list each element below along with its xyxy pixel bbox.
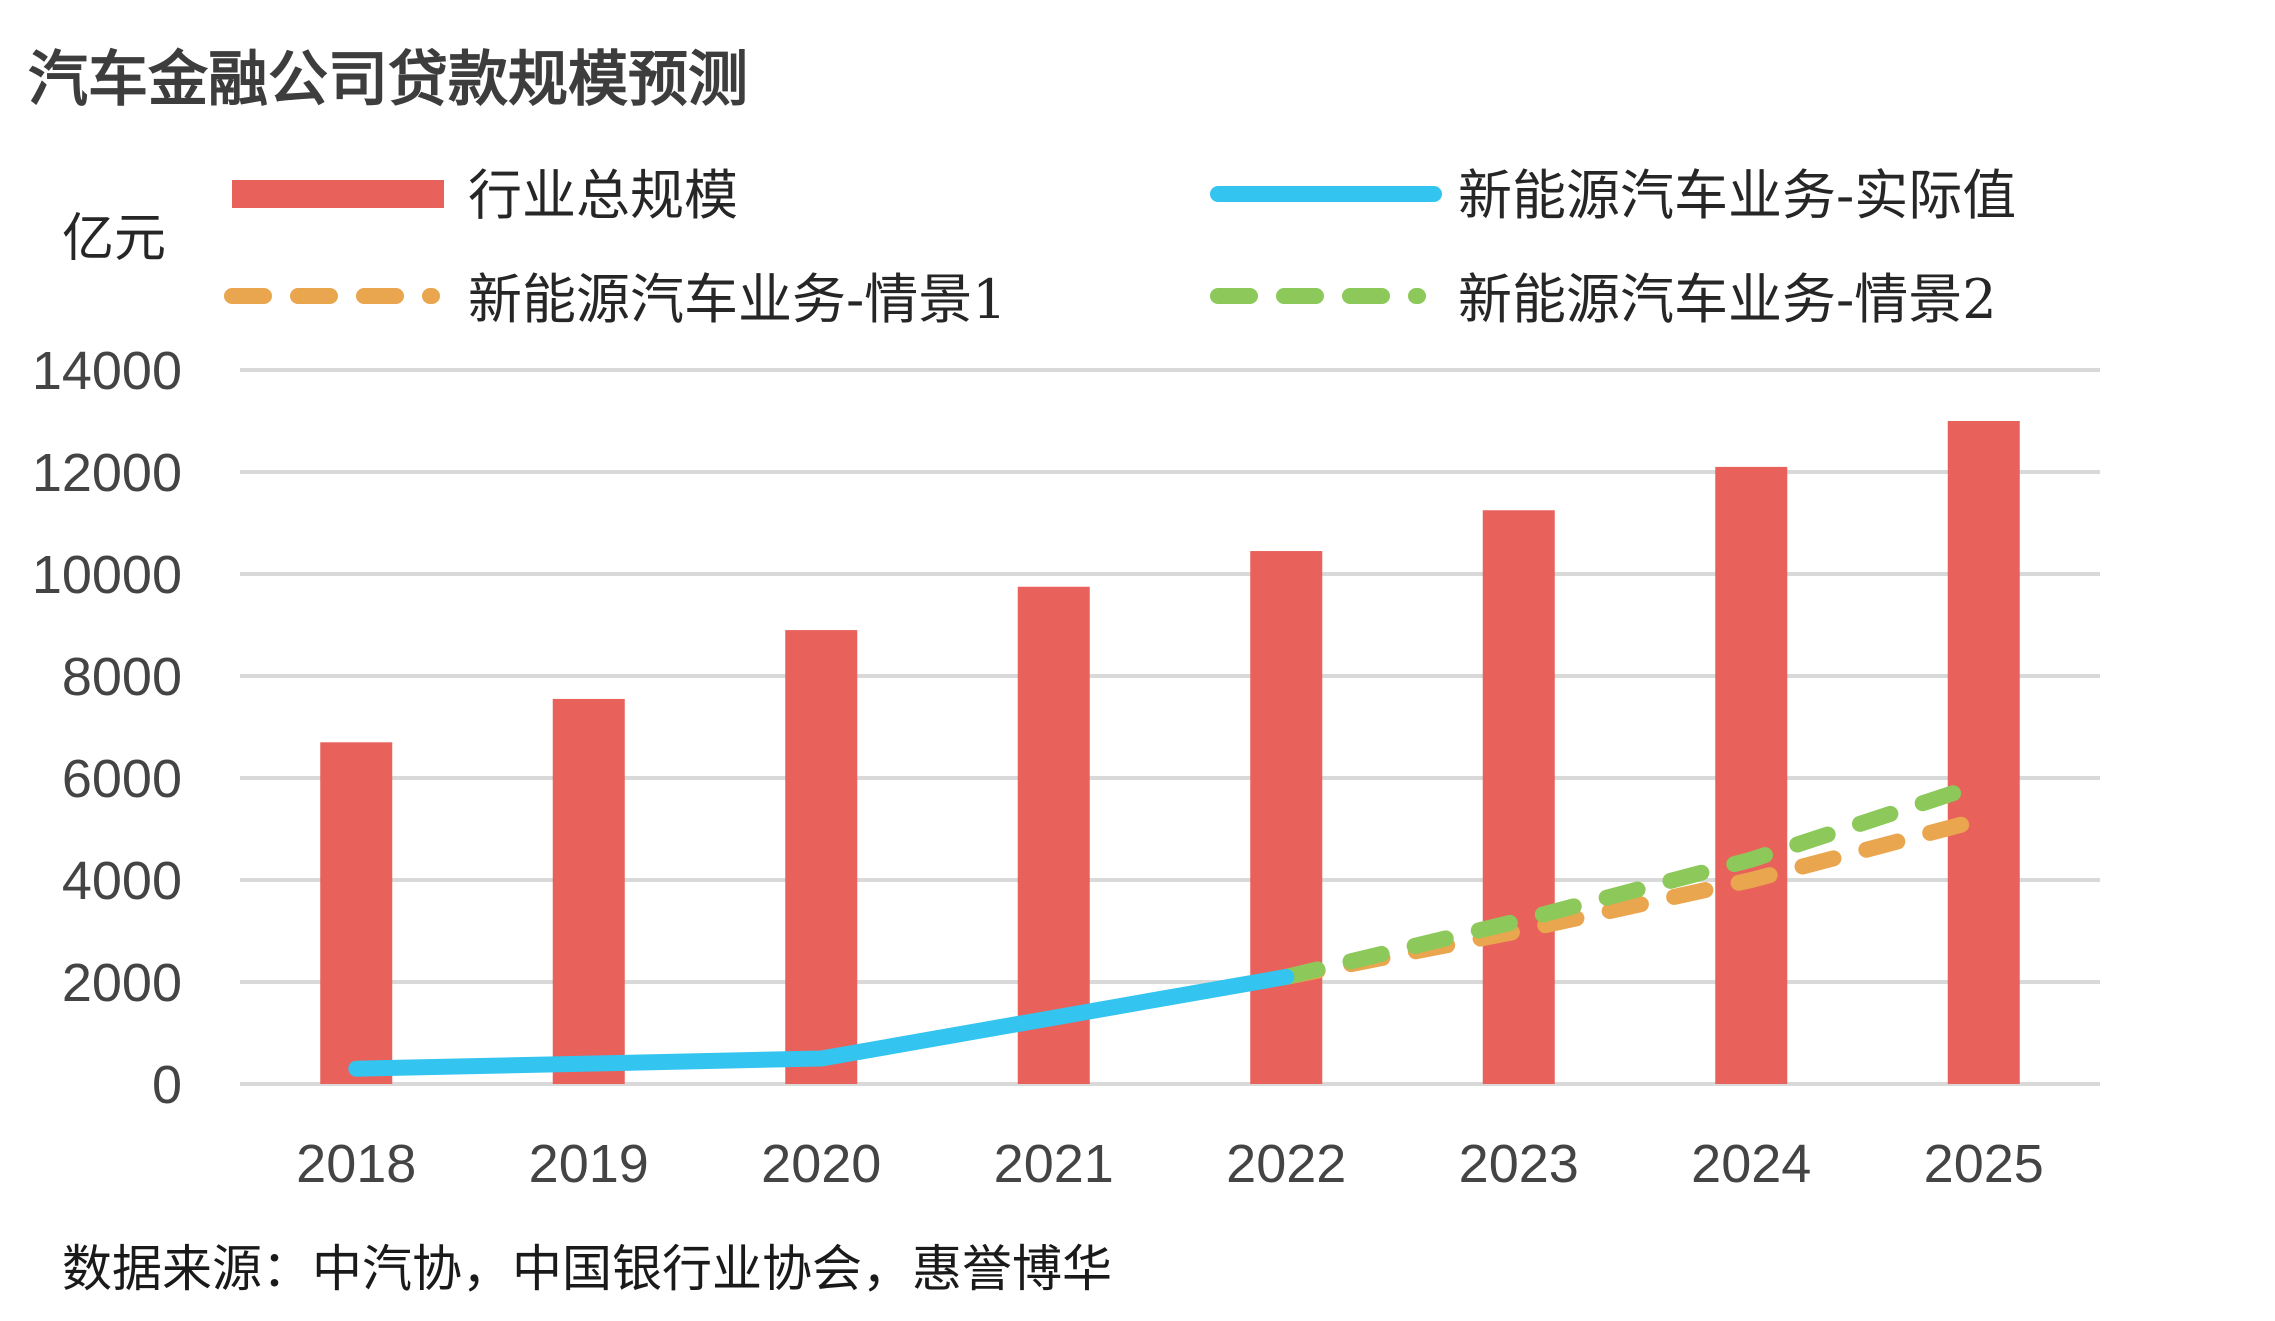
chart-title: 汽车金融公司贷款规模预测 — [28, 45, 748, 115]
x-tick-label: 2023 — [1459, 1134, 1579, 1194]
legend: 行业总规模 新能源汽车业务-实际值 新能源汽车业务-情景1 新能源汽车业务-情景… — [224, 164, 2016, 331]
bar-2021 — [1017, 586, 1090, 1084]
y-axis-unit: 亿元 — [62, 209, 166, 269]
x-tick-label: 2020 — [761, 1134, 881, 1194]
y-tick-label: 2000 — [62, 953, 182, 1013]
y-tick-label: 4000 — [62, 851, 182, 911]
x-tick-label: 2024 — [1691, 1134, 1811, 1194]
bar-2019 — [552, 698, 625, 1084]
legend-label-scenario2: 新能源汽车业务-情景2 — [1458, 268, 1997, 331]
bar-2018 — [320, 742, 393, 1084]
source-note: 数据来源：中汽协，中国银行业协会，惠誉博华 — [62, 1240, 1112, 1298]
y-tick-label: 14000 — [32, 341, 182, 401]
bar-2022 — [1250, 551, 1323, 1084]
y-tick-label: 0 — [152, 1055, 182, 1115]
bar-2024 — [1715, 466, 1788, 1084]
line-scenario2 — [1278, 775, 1992, 985]
x-tick-label: 2022 — [1226, 1134, 1346, 1194]
line-actual — [348, 968, 1295, 1077]
x-tick-label: 2018 — [296, 1134, 416, 1194]
legend-swatch-industry — [232, 180, 444, 208]
y-tick-label: 12000 — [32, 443, 182, 503]
bar-2023 — [1482, 510, 1555, 1084]
legend-label-scenario1: 新能源汽车业务-情景1 — [468, 268, 1007, 331]
x-tick-label: 2021 — [994, 1134, 1114, 1194]
x-tick-label: 2019 — [529, 1134, 649, 1194]
series-lines — [348, 775, 1992, 1077]
legend-label-industry: 行业总规模 — [468, 164, 738, 227]
y-axis-ticks: 0 2000 4000 6000 8000 10000 12000 14000 — [32, 341, 182, 1115]
x-tick-label: 2025 — [1924, 1134, 2044, 1194]
x-axis-ticks: 2018 2019 2020 2021 2022 2023 2024 2025 — [296, 1134, 2044, 1194]
legend-label-actual: 新能源汽车业务-实际值 — [1458, 164, 2016, 227]
industry-bars — [320, 421, 2020, 1084]
bar-2025 — [1947, 421, 2020, 1084]
y-tick-label: 8000 — [62, 647, 182, 707]
line-scenario1 — [1278, 810, 1992, 985]
bar-2020 — [785, 630, 858, 1084]
y-tick-label: 10000 — [32, 545, 182, 605]
gridlines — [240, 368, 2100, 1086]
y-tick-label: 6000 — [62, 749, 182, 809]
